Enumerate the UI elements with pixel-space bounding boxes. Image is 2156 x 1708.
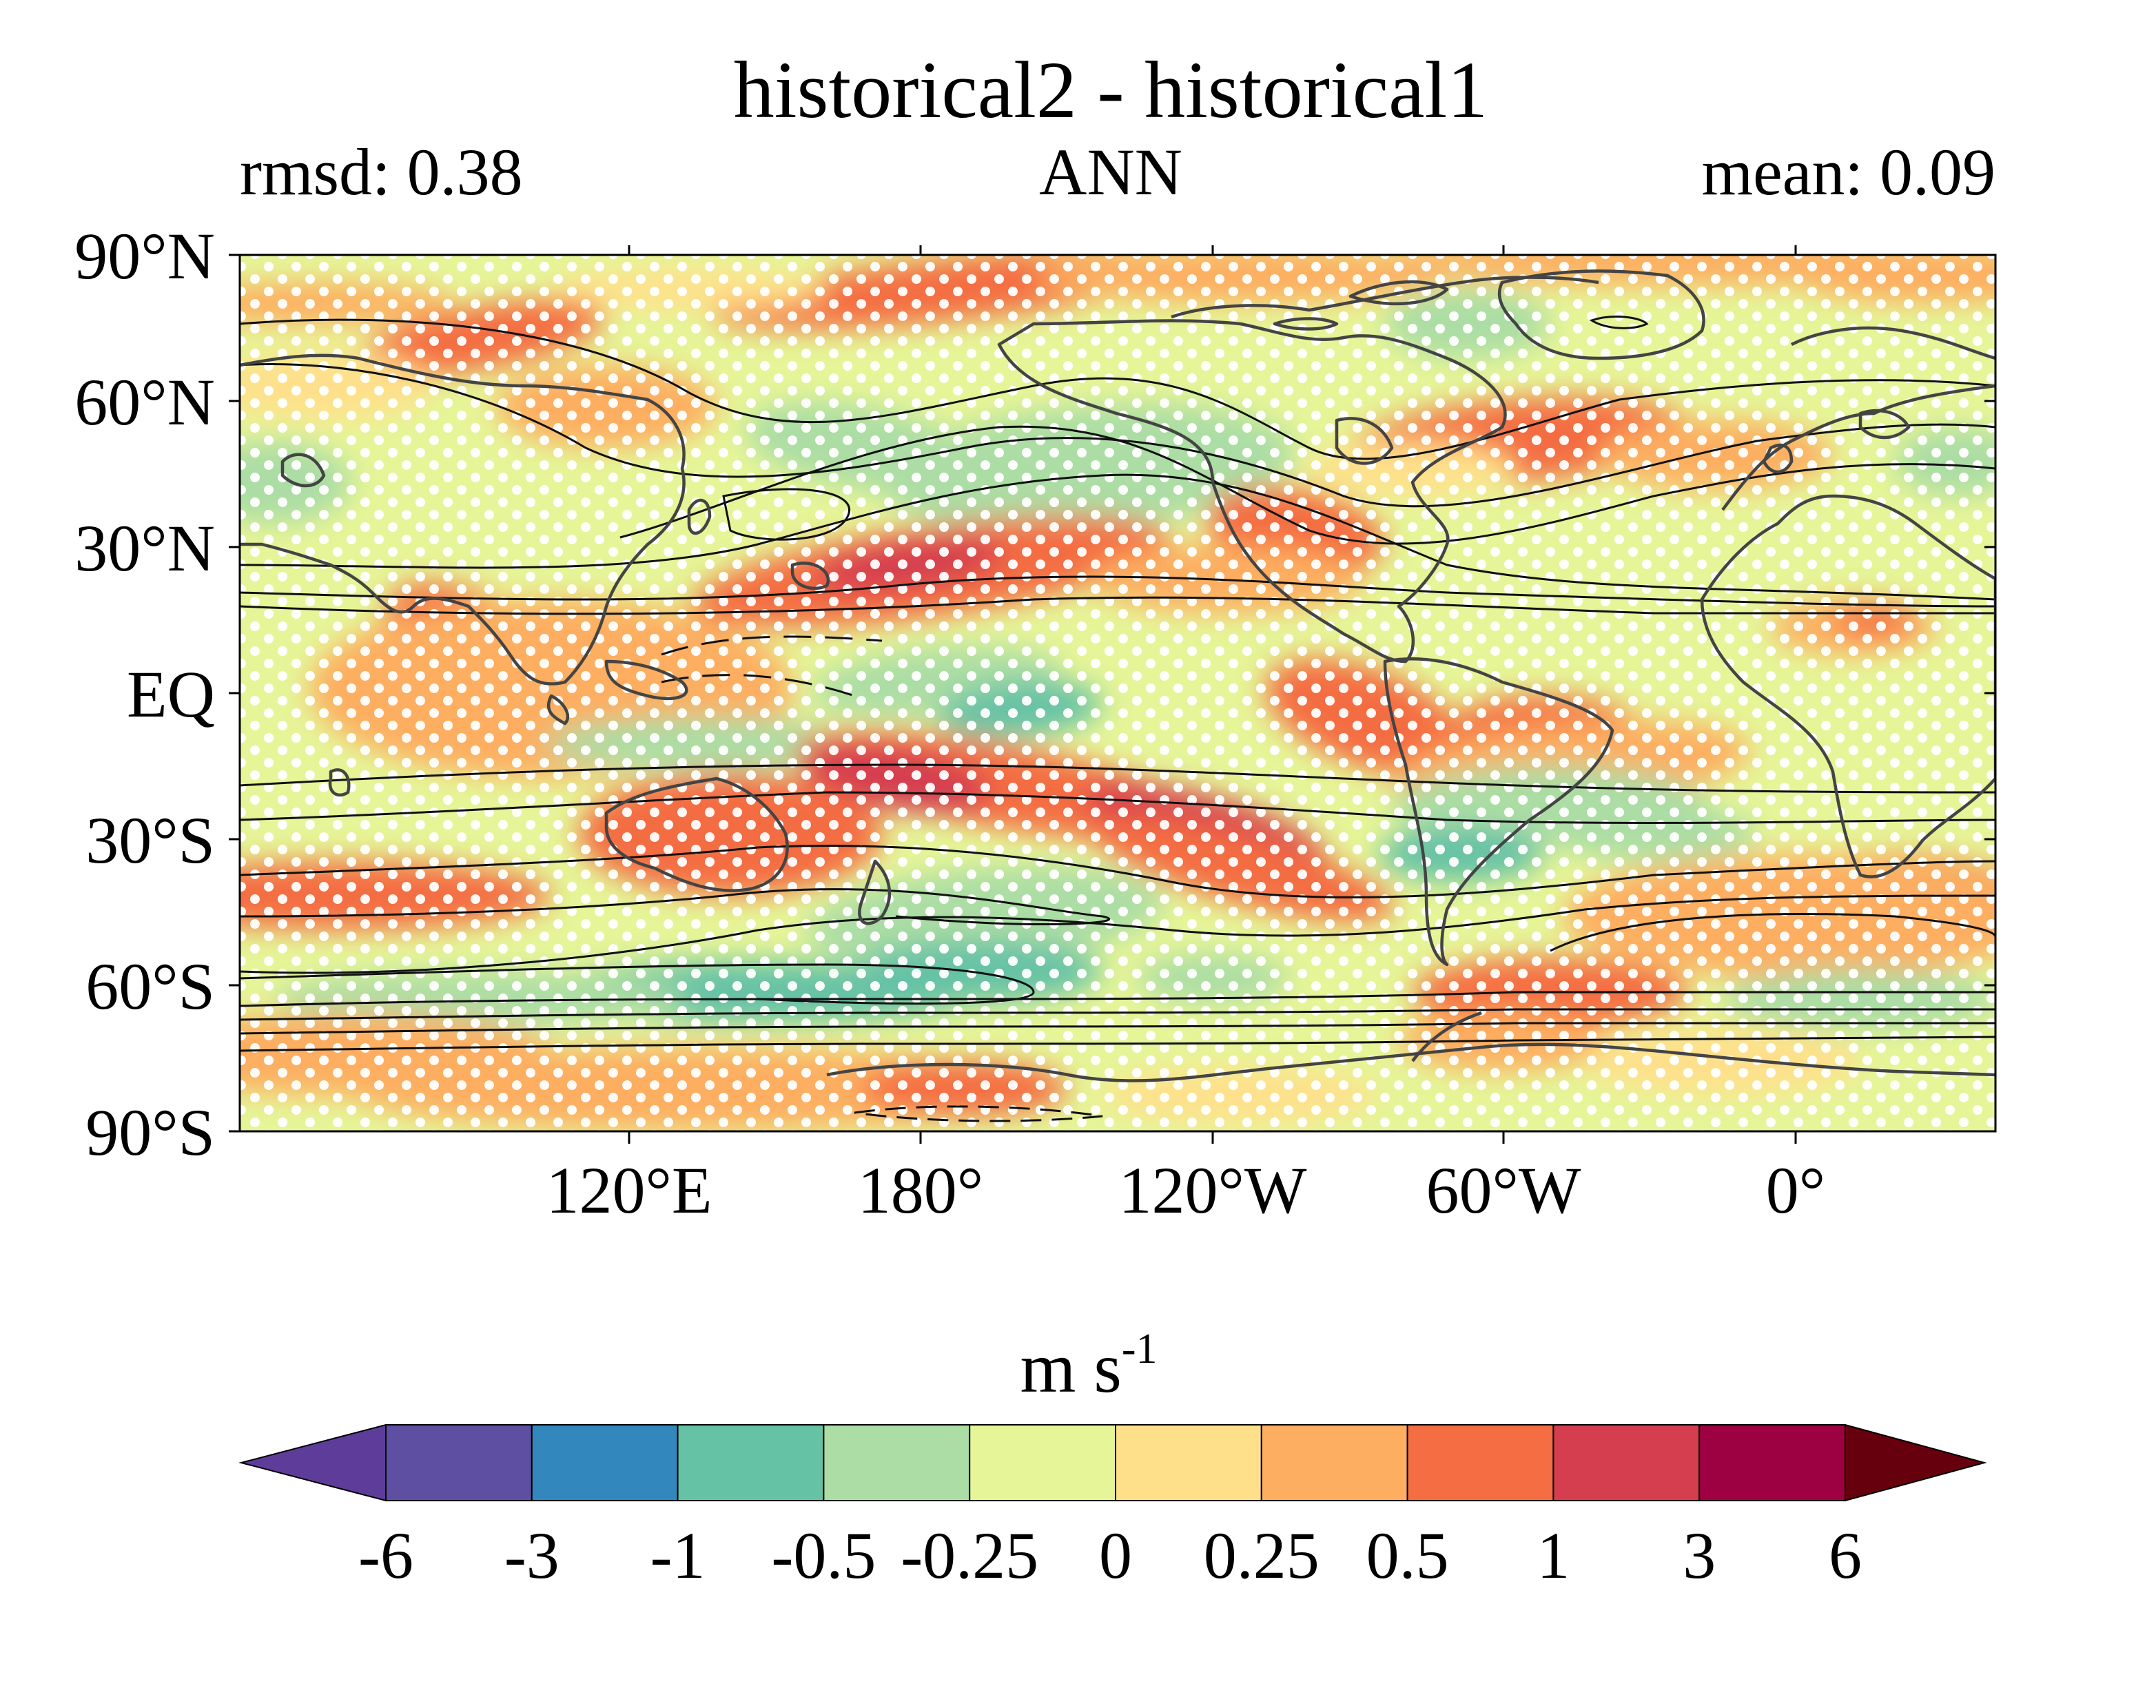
colorbar-swatches: [238, 1423, 1987, 1502]
stippling: [240, 255, 1995, 1131]
mean-label: mean: 0.09: [1701, 135, 1995, 209]
colorbar-swatch: [531, 1424, 679, 1501]
contour-line: [240, 363, 1995, 508]
contour-line: [240, 991, 1995, 1007]
contour-line: [240, 791, 1995, 824]
lon-label-60w: 60°W: [1426, 1153, 1581, 1227]
contour-line: [240, 1022, 1995, 1035]
colorbar-swatch: [677, 1424, 825, 1501]
colorbar: m s-1 -6 -3 -1 -0.5 -0.25 0 0.25 0.5 1 3 6: [238, 1326, 1987, 1592]
coastline: [1762, 443, 1794, 474]
colorbar-tick-label: 1: [1537, 1519, 1570, 1592]
colorbar-tick-label: -3: [504, 1519, 559, 1592]
unit-base: m s: [1020, 1328, 1121, 1408]
contour-line: [240, 844, 1995, 898]
colorbar-swatch: [385, 1424, 533, 1501]
coastline: [1411, 1011, 1482, 1062]
colorbar-tick-label: 6: [1829, 1519, 1862, 1592]
contour-line: [240, 888, 1111, 926]
coastline: [1335, 417, 1394, 465]
colorbar-tick-label: 0.25: [1204, 1519, 1320, 1592]
contour-line: [240, 894, 1995, 974]
plot-title: historical2 - historical1: [734, 45, 1488, 135]
season-label: ANN: [1039, 135, 1182, 209]
coastline: [280, 453, 326, 488]
coastline: [328, 768, 351, 797]
coastline: [1700, 494, 1995, 878]
lat-label-30n: 30°N: [74, 511, 215, 585]
contour-line: [240, 1008, 1995, 1021]
rmsd-label: rmsd: 0.38: [240, 135, 523, 209]
coastline: [1273, 317, 1339, 331]
contour-line: [240, 473, 1995, 601]
colorbar-swatch: [1698, 1424, 1846, 1501]
coastlines: [240, 269, 1995, 1082]
contour-line-negative: [661, 674, 855, 697]
colorbar-swatch: [1115, 1424, 1262, 1501]
coastline: [1721, 384, 1995, 511]
colorbar-extend-low: [238, 1423, 387, 1502]
contour-line: [240, 575, 1995, 608]
axis-ticks: [229, 245, 1995, 1144]
lon-label-0: 0°: [1766, 1153, 1825, 1227]
coastline: [1383, 657, 1614, 967]
colorbar-swatch: [1552, 1424, 1701, 1501]
climatology-contours: [240, 316, 1995, 1122]
coastline: [687, 498, 712, 535]
coastline: [997, 319, 1507, 663]
coastline: [790, 562, 830, 590]
lat-label-60n: 60°N: [74, 365, 215, 439]
coastline: [1348, 280, 1449, 306]
colorbar-labels: -6 -3 -1 -0.5 -0.25 0 0.25 0.5 1 3 6: [358, 1519, 1862, 1592]
colorbar-swatch: [823, 1424, 971, 1501]
coastline: [858, 859, 892, 925]
lon-label-120e: 120°E: [546, 1153, 712, 1227]
coastline: [604, 659, 688, 701]
lat-label-60s: 60°S: [85, 949, 215, 1023]
lat-label-90n: 90°N: [74, 219, 215, 293]
coastline: [1790, 326, 1995, 360]
lat-label-90s: 90°S: [85, 1095, 215, 1169]
coastline: [240, 353, 686, 686]
contour-line: [240, 1036, 1995, 1052]
colorbar-tick-label: -1: [650, 1519, 706, 1592]
contour-line: [240, 596, 1995, 615]
contour-line: [1589, 316, 1649, 329]
contour-line: [240, 963, 1035, 1005]
map-panel: 90°N 60°N 30°N EQ 30°S 60°S 90°S 120°E 1…: [74, 219, 1997, 1227]
coastline: [1858, 409, 1911, 440]
lat-label-30s: 30°S: [85, 803, 215, 877]
contour-line: [240, 763, 1995, 794]
colorbar-swatch: [1406, 1424, 1554, 1501]
unit-exponent: -1: [1122, 1326, 1158, 1372]
colorbar-swatch: [969, 1424, 1116, 1501]
contour-line: [722, 488, 850, 541]
contour-line-negative: [854, 1105, 1103, 1122]
contour-line: [1550, 913, 1995, 952]
colorbar-tick-label: 0.5: [1366, 1519, 1449, 1592]
coastline: [826, 1042, 1995, 1082]
colorbar-extend-high: [1845, 1423, 1987, 1502]
coastline: [546, 694, 570, 726]
colorbar-swatch: [1260, 1424, 1408, 1501]
contour-line-negative: [661, 635, 883, 656]
colorbar-tick-label: 3: [1683, 1519, 1716, 1592]
coastline: [1497, 269, 1705, 360]
colorbar-tick-label: -0.25: [901, 1519, 1038, 1592]
colorbar-tick-label: -0.5: [771, 1519, 876, 1592]
lat-label-eq: EQ: [127, 657, 215, 731]
colorbar-tick-label: 0: [1099, 1519, 1132, 1592]
contour-line: [240, 318, 1995, 460]
colorbar-unit: m s-1: [1020, 1326, 1157, 1408]
colorbar-tick-label: -6: [358, 1519, 413, 1592]
lon-label-120w: 120°W: [1119, 1153, 1307, 1227]
coastline: [604, 776, 789, 892]
lon-label-180: 180°: [858, 1153, 983, 1227]
